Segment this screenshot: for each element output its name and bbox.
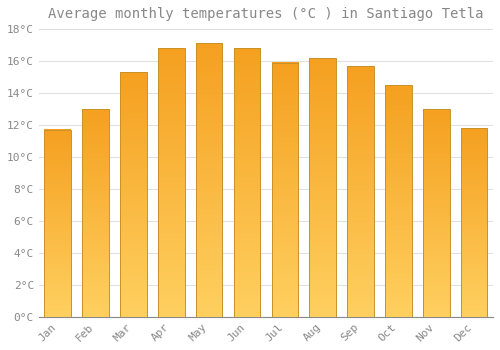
Bar — [234, 48, 260, 317]
Bar — [461, 128, 487, 317]
Bar — [120, 72, 146, 317]
Bar — [82, 109, 109, 317]
Bar — [423, 109, 450, 317]
Bar — [196, 43, 222, 317]
Bar — [310, 58, 336, 317]
Bar — [44, 130, 71, 317]
Bar — [272, 63, 298, 317]
Bar — [348, 66, 374, 317]
Bar — [158, 48, 184, 317]
Bar — [385, 85, 411, 317]
Title: Average monthly temperatures (°C ) in Santiago Tetla: Average monthly temperatures (°C ) in Sa… — [48, 7, 484, 21]
